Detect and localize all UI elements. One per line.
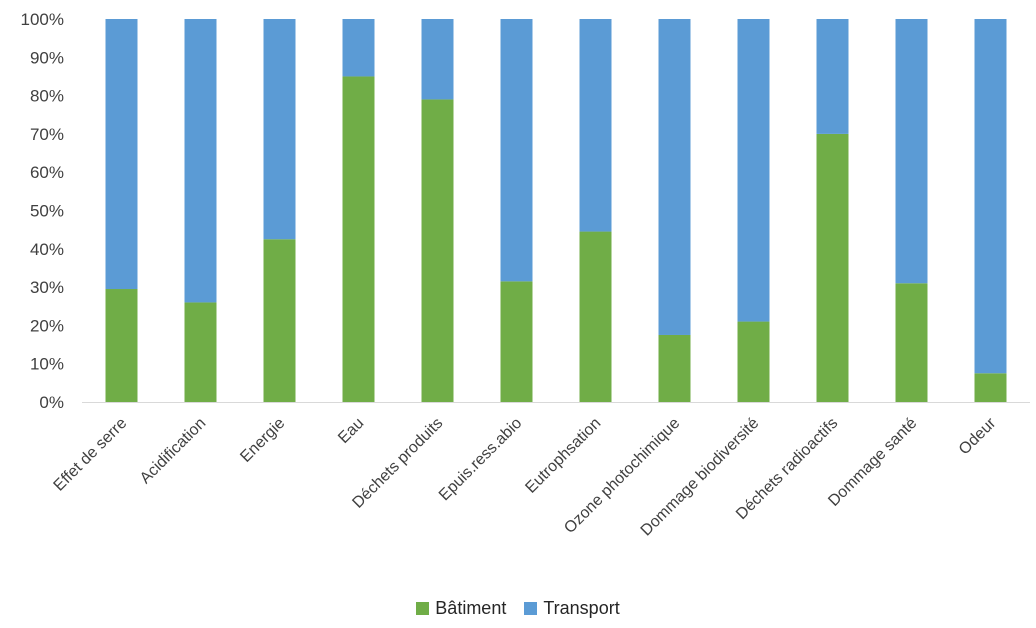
bar-segment-transport [737, 19, 770, 322]
legend: Bâtiment Transport [0, 596, 1036, 620]
bar-segment-transport [184, 19, 217, 303]
y-tick-label: 0% [39, 393, 64, 412]
x-axis-labels: Effet de serre Acidification Energie EauDéc… [51, 414, 1000, 539]
bar-segment-batiment [105, 289, 138, 402]
y-tick-label: 10% [30, 355, 64, 374]
bar-segment-batiment [895, 283, 928, 402]
y-tick-label: 30% [30, 278, 64, 297]
bar-segment-batiment [816, 133, 849, 402]
x-tick-label: Odeur [956, 414, 1000, 458]
bar-segment-transport [658, 19, 691, 335]
x-tick-label: Eutrophsation [522, 415, 604, 497]
legend-label-batiment: Bâtiment [435, 597, 507, 618]
legend-swatch-transport [524, 601, 538, 615]
bar-segment-batiment [737, 321, 770, 402]
bars [105, 19, 1007, 403]
bar-segment-batiment [974, 373, 1007, 402]
legend-label-transport: Transport [543, 597, 620, 618]
bar-segment-batiment [184, 302, 217, 402]
bar-segment-transport [816, 19, 849, 134]
bar-segment-transport [263, 19, 296, 240]
bar-segment-transport [500, 19, 533, 282]
bar-segment-transport [579, 19, 612, 232]
bar-segment-batiment [500, 281, 533, 402]
x-tick-label: Epuis.ress.abio [436, 415, 525, 504]
bar-segment-transport [974, 19, 1007, 374]
y-tick-label: 100% [21, 10, 64, 29]
legend-item-batiment: Bâtiment [416, 598, 506, 619]
x-tick-label: Eau [335, 415, 367, 447]
y-axis: 0% 10% 20% 30% 40% 50% 60% 70% 80% 90% 100% [21, 10, 64, 412]
bar-segment-transport [105, 19, 138, 290]
y-tick-label: 80% [30, 87, 64, 106]
bar-segment-transport [895, 19, 928, 284]
x-tick-label: Dommage santé [825, 415, 920, 510]
x-tick-label: Acidification [137, 415, 209, 487]
y-tick-label: 60% [30, 163, 64, 182]
bar-segment-transport [342, 19, 375, 77]
x-tick-label: Effet de serre [51, 415, 131, 495]
y-tick-label: 20% [30, 316, 64, 335]
bar-segment-batiment [342, 76, 375, 402]
y-tick-label: 90% [30, 48, 64, 67]
x-tick-label: Energie [237, 415, 288, 466]
stacked-bar-chart: 0% 10% 20% 30% 40% 50% 60% 70% 80% 90% 100% Effet … [21, 10, 1030, 539]
y-tick-label: 50% [30, 202, 64, 221]
y-tick-label: 40% [30, 240, 64, 259]
bar-segment-batiment [579, 231, 612, 402]
bar-segment-batiment [263, 239, 296, 402]
bar-segment-transport [421, 19, 454, 100]
bar-segment-batiment [658, 334, 691, 402]
bar-segment-batiment [421, 99, 454, 403]
legend-item-transport: Transport [524, 597, 620, 619]
y-tick-label: 70% [30, 125, 64, 144]
legend-swatch-batiment [416, 601, 430, 615]
